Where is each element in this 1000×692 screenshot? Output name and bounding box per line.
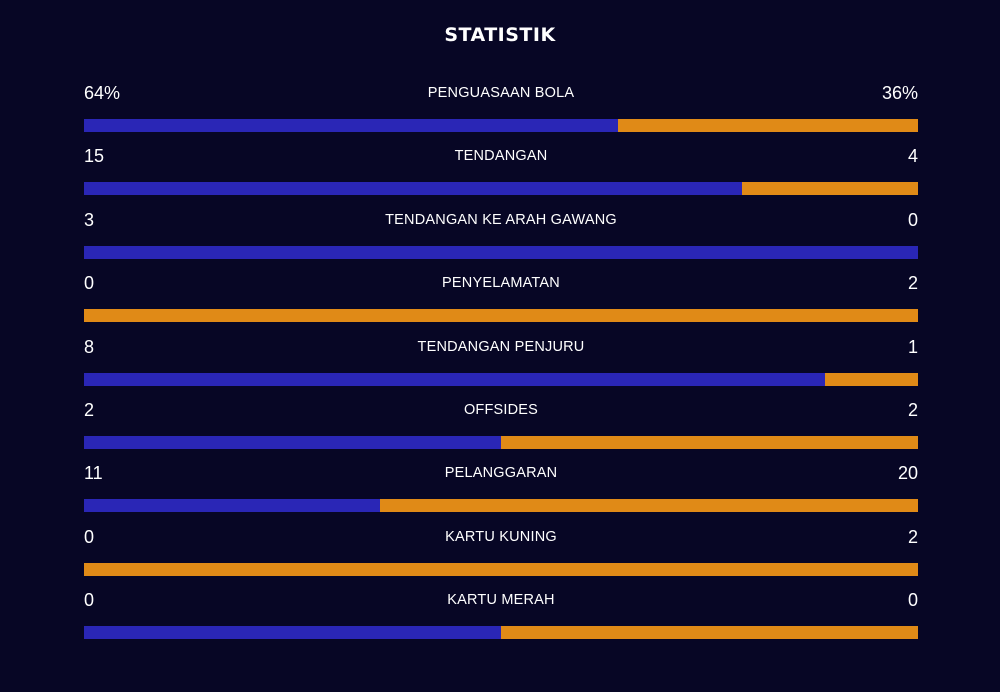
stat-label: PENYELAMATAN [442, 275, 560, 292]
stat-away-value: 20 [897, 463, 918, 484]
stat-away-value: 0 [907, 209, 918, 230]
stat-row-shots: 15 TENDANGAN 4 [84, 143, 918, 206]
stat-away-value: 2 [907, 526, 918, 547]
stat-row-offsides: 2 OFFSIDES 2 [84, 397, 918, 460]
stat-bar [84, 626, 918, 640]
stat-away-value: 2 [907, 273, 918, 294]
stat-row-saves: 0 PENYELAMATAN 2 [84, 270, 918, 333]
stat-label: PENGUASAAN BOLA [427, 85, 575, 101]
stat-bar-away [84, 309, 918, 323]
stat-row-possession: 64% PENGUASAAN BOLA 36% [84, 80, 918, 143]
stats-list: 64% PENGUASAAN BOLA 36% 15 TENDANGAN 4 3… [84, 80, 918, 651]
stat-bar-away [501, 626, 918, 640]
stat-home-value: 3 [84, 209, 95, 230]
stat-home-value: 0 [84, 273, 95, 294]
stat-bar [84, 182, 918, 196]
stat-home-value: 2 [84, 399, 95, 420]
stat-bar-away [380, 499, 918, 513]
stat-bar-home [84, 499, 381, 513]
stat-home-value: 15 [84, 146, 105, 167]
stat-bar [84, 372, 918, 386]
stat-bar [84, 499, 918, 513]
stat-bar-home [84, 245, 918, 259]
stat-label: OFFSIDES [463, 401, 539, 418]
stat-row-corners: 8 TENDANGAN PENJURU 1 [84, 334, 918, 397]
stat-bar-home [84, 435, 501, 449]
stat-row-shots-on-target: 3 TENDANGAN KE ARAH GAWANG 0 [84, 207, 918, 270]
stat-bar-home [84, 119, 618, 132]
stat-away-value: 36% [881, 83, 918, 103]
stat-bar-away [84, 562, 918, 576]
stat-bar [84, 435, 918, 449]
stat-away-value: 1 [907, 336, 918, 357]
stat-away-value: 2 [907, 399, 918, 420]
stats-title: STATISTIK [444, 24, 556, 46]
stat-away-value: 4 [907, 146, 918, 167]
stat-label: KARTU KUNING [445, 528, 557, 545]
stat-home-value: 64% [84, 83, 121, 103]
stat-row-fouls: 11 PELANGGARAN 20 [84, 460, 918, 523]
stat-label: TENDANGAN PENJURU [417, 338, 585, 355]
stat-bar [84, 562, 918, 576]
stat-label: TENDANGAN KE ARAH GAWANG [385, 211, 617, 228]
stat-bar-home [84, 182, 743, 196]
stat-row-yellow-cards: 0 KARTU KUNING 2 [84, 524, 918, 587]
stat-bar-home [84, 372, 826, 386]
stat-home-value: 11 [84, 463, 103, 484]
stat-away-value: 0 [907, 590, 918, 611]
stat-home-value: 0 [84, 590, 95, 611]
stat-bar-away [742, 182, 918, 196]
stat-bar [84, 309, 918, 323]
stat-bar-away [617, 119, 918, 132]
stat-label: PELANGGARAN [444, 465, 558, 482]
stat-bar-away [501, 435, 918, 449]
stat-row-red-cards: 0 KARTU MERAH 0 [84, 587, 918, 650]
stat-home-value: 8 [84, 336, 95, 357]
stat-home-value: 0 [84, 526, 95, 547]
stat-bar-home [84, 626, 501, 640]
stat-bar [84, 245, 918, 259]
stat-bar [84, 119, 918, 132]
stat-label: KARTU MERAH [447, 592, 555, 609]
stat-label: TENDANGAN [454, 148, 548, 165]
stat-bar-away [825, 372, 918, 386]
